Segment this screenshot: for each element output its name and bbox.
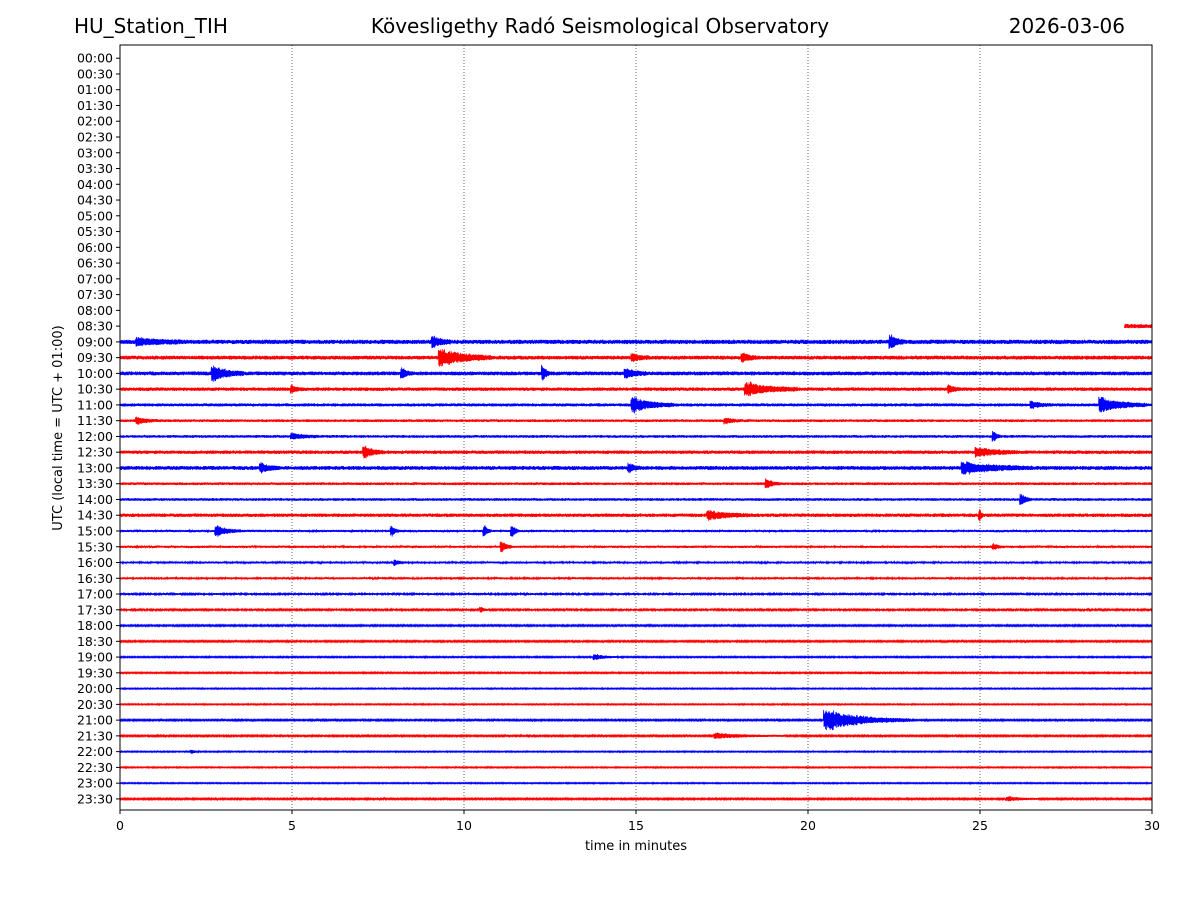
y-tick-label: 21:00: [77, 713, 113, 728]
y-axis-label: UTC (local time = UTC + 01:00): [51, 325, 66, 530]
y-tick-label: 15:30: [77, 539, 113, 554]
y-tick-label: 19:30: [77, 665, 113, 680]
y-tick-label: 14:30: [77, 508, 113, 523]
trace-1000: [119, 364, 1153, 382]
trace-0900: [119, 334, 1153, 349]
trace-1500: [119, 525, 1153, 537]
y-tick-label: 03:30: [77, 161, 113, 176]
chart-date: 2026-03-06: [1008, 14, 1125, 38]
trace-2230: [119, 765, 1153, 770]
trace-2300: [119, 781, 1153, 786]
trace-1700: [119, 591, 1153, 597]
y-tick-label: 08:30: [77, 319, 113, 334]
trace-1330: [119, 478, 1153, 489]
trace-1730: [119, 606, 1153, 613]
y-tick-label: 22:30: [77, 760, 113, 775]
y-tick-label: 17:30: [77, 602, 113, 617]
trace-2030: [119, 702, 1153, 707]
y-tick-label: 02:30: [77, 130, 113, 145]
y-tick-label: 20:30: [77, 697, 113, 712]
chart-title: Kövesligethy Radó Seismological Observat…: [370, 14, 830, 38]
x-tick-label: 0: [116, 818, 124, 833]
x-axis-ticks: 0 5 10 15 20 25 30: [116, 810, 1160, 833]
y-tick-label: 23:30: [77, 791, 113, 806]
y-tick-label: 05:00: [77, 208, 113, 223]
x-axis-label: time in minutes: [585, 839, 687, 854]
trace-1400: [119, 493, 1153, 505]
y-tick-label: 11:30: [77, 413, 113, 428]
y-tick-label: 06:30: [77, 256, 113, 271]
y-tick-label: 18:00: [77, 618, 113, 633]
y-tick-label: 13:00: [77, 460, 113, 475]
trace-1530: [119, 541, 1153, 553]
trace-1800: [119, 623, 1153, 628]
y-tick-label: 04:30: [77, 193, 113, 208]
y-tick-label: 10:30: [77, 382, 113, 397]
y-axis-ticks: 00:0000:3001:0001:3002:0002:3003:0003:30…: [77, 51, 120, 806]
y-tick-label: 04:00: [77, 177, 113, 192]
x-tick-label: 30: [1144, 818, 1160, 833]
y-tick-label: 00:30: [77, 66, 113, 81]
y-tick-label: 01:00: [77, 82, 113, 97]
y-tick-label: 10:00: [77, 366, 113, 381]
y-tick-label: 19:00: [77, 650, 113, 665]
y-tick-label: 11:00: [77, 397, 113, 412]
x-tick-label: 5: [288, 818, 296, 833]
trace-1600: [119, 559, 1153, 566]
y-tick-label: 08:00: [77, 303, 113, 318]
trace-1230: [119, 445, 1153, 459]
trace-1100: [119, 396, 1153, 414]
y-tick-label: 09:00: [77, 334, 113, 349]
y-tick-label: 16:00: [77, 555, 113, 570]
x-tick-label: 10: [456, 818, 472, 833]
trace-1630: [119, 575, 1153, 581]
y-tick-label: 21:30: [77, 728, 113, 743]
y-tick-label: 23:00: [77, 776, 113, 791]
y-tick-label: 13:30: [77, 476, 113, 491]
y-tick-label: 05:30: [77, 224, 113, 239]
trace-2130: [119, 732, 1153, 739]
y-tick-label: 01:30: [77, 98, 113, 113]
y-tick-label: 15:00: [77, 524, 113, 539]
trace-1300: [119, 461, 1153, 475]
x-tick-label: 20: [800, 818, 816, 833]
y-tick-label: 17:00: [77, 587, 113, 602]
y-tick-label: 12:30: [77, 445, 113, 460]
y-tick-label: 00:00: [77, 51, 113, 66]
y-tick-label: 02:00: [77, 114, 113, 129]
x-tick-label: 15: [628, 818, 644, 833]
trace-2100: [119, 709, 1153, 731]
trace-1830: [119, 638, 1153, 644]
trace-2200: [119, 749, 1153, 754]
y-tick-label: 07:00: [77, 271, 113, 286]
y-tick-label: 07:30: [77, 287, 113, 302]
x-tick-label: 25: [972, 818, 988, 833]
trace-1030: [119, 381, 1153, 397]
trace-2330: [119, 796, 1153, 802]
y-tick-label: 20:00: [77, 681, 113, 696]
y-tick-label: 18:30: [77, 634, 113, 649]
trace-1900: [119, 653, 1153, 661]
trace-0930: [119, 348, 1153, 367]
y-tick-label: 03:00: [77, 145, 113, 160]
trace-1930: [119, 670, 1153, 676]
y-tick-label: 16:30: [77, 571, 113, 586]
y-tick-label: 06:00: [77, 240, 113, 255]
y-tick-label: 22:00: [77, 744, 113, 759]
station-name: HU_Station_TIH: [74, 14, 228, 38]
seismic-traces: [119, 323, 1153, 802]
trace-0830: [1124, 323, 1153, 329]
y-tick-label: 14:00: [77, 492, 113, 507]
y-tick-label: 12:00: [77, 429, 113, 444]
trace-2000: [119, 686, 1153, 691]
vertical-gridlines: [291, 45, 981, 810]
trace-1130: [119, 416, 1153, 425]
trace-1200: [119, 430, 1153, 442]
y-tick-label: 09:30: [77, 350, 113, 365]
trace-1430: [119, 509, 1153, 522]
